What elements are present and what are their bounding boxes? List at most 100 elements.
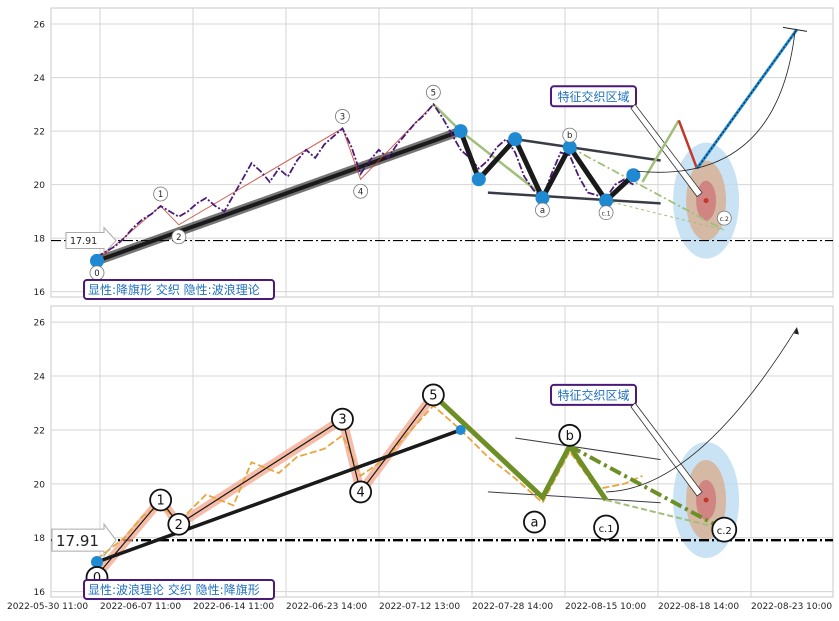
pennant-node — [599, 193, 614, 208]
pennant-node — [453, 124, 468, 139]
wave-label: a — [540, 206, 545, 216]
wave-label-circle — [425, 84, 441, 100]
wave-c-projection — [568, 444, 726, 532]
wave-label: 2 — [175, 518, 183, 533]
interweave-zone-core — [703, 198, 709, 204]
wave-label: 3 — [340, 112, 345, 122]
target-arrowhead — [794, 327, 799, 335]
zone-label: 特征交织区域 — [557, 89, 629, 104]
support-value-tag — [65, 226, 117, 255]
x-tick-label: 2022-06-23 14:00 — [286, 602, 367, 612]
wave-label: a — [530, 516, 538, 531]
support-value-label: 17.91 — [56, 532, 99, 550]
trend-line — [96, 129, 462, 263]
y-tick-label: 18 — [34, 235, 46, 245]
wave-label: c.1 — [599, 524, 614, 535]
support-value-label: 17.91 — [70, 236, 97, 247]
wave-correction-line — [431, 393, 609, 502]
pennant-node — [626, 168, 641, 183]
x-tick-label: 2022-07-12 13:00 — [379, 602, 460, 612]
pennant-node — [562, 140, 577, 155]
y-tick-label: 20 — [34, 480, 46, 490]
wave-label: 1 — [158, 190, 163, 200]
wave-label-circle — [598, 205, 614, 221]
x-tick-label: 2022-08-23 10:00 — [751, 602, 832, 612]
x-tick-label: 2022-06-07 11:00 — [100, 602, 181, 612]
wave-label: 4 — [358, 187, 363, 197]
pattern-caption: 显性:降旗形 交织 隐性:波浪理论 — [88, 282, 260, 297]
wave-label-circle — [171, 229, 187, 245]
x-tick-label: 2022-06-14 11:00 — [193, 602, 274, 612]
pattern-caption-box — [83, 279, 275, 300]
x-tick-label: 2022-07-28 14:00 — [472, 602, 553, 612]
trend-line — [96, 428, 462, 564]
wave-label: 1 — [156, 494, 164, 509]
wave-c1-projection — [605, 200, 725, 231]
pattern-caption: 显性:波浪理论 交织 隐性:降旗形 — [88, 582, 260, 597]
wave-label: 5 — [431, 88, 436, 98]
forecast-down-leg — [677, 119, 699, 169]
wave-label-circle — [562, 127, 578, 143]
wave-label: b — [566, 429, 574, 444]
pattern-caption-box — [83, 579, 275, 600]
wave-label-circle — [167, 512, 191, 536]
x-axis: 2022-05-30 11:00 2022-06-07 11:00 2022-06-… — [7, 602, 832, 612]
y-tick-label: 26 — [34, 21, 46, 31]
wave-label-circle — [335, 109, 350, 124]
peak-node — [455, 424, 466, 435]
top-panel: 16 18 20 22 24 26 特征交织区域 17.91 0 1 2 3 4 5 a b c.1 c.2 显性:… — [34, 7, 834, 300]
wave-c1-projection — [605, 499, 716, 528]
y-tick-label: 16 — [34, 588, 46, 598]
zone-label-box — [550, 85, 637, 108]
pennant-lower-boundary — [487, 491, 661, 504]
pennant-node — [508, 132, 523, 147]
wave-label-circle — [711, 516, 738, 543]
y-tick-label: 24 — [34, 74, 46, 84]
wave-label: c.2 — [717, 526, 732, 537]
wave-label: 4 — [356, 485, 364, 500]
pennant-upper-boundary — [515, 437, 661, 461]
zone-pointer-arrow — [630, 103, 703, 198]
x-tick-label: 2022-08-15 10:00 — [565, 602, 646, 612]
x-tick-label: 2022-05-30 11:00 — [7, 602, 88, 612]
forecast-breakout-dots — [696, 29, 798, 169]
wave-label: 2 — [176, 233, 181, 243]
wave-label-circle — [535, 202, 550, 218]
pennant-node — [471, 172, 486, 187]
pennant-lower-boundary — [487, 191, 661, 205]
y-tick-label: 26 — [34, 319, 46, 329]
origin-node — [91, 555, 103, 568]
support-value-tag — [51, 522, 117, 558]
wave-label: 3 — [338, 413, 346, 428]
y-tick-label: 24 — [34, 373, 46, 383]
wave-label-circle — [716, 210, 732, 226]
target-cap — [782, 26, 808, 32]
y-tick-label: 20 — [34, 181, 46, 191]
wave-label: b — [567, 131, 572, 141]
target-arc — [636, 31, 796, 173]
pennant-node — [535, 190, 550, 205]
wave-label-circle — [558, 423, 582, 447]
wave-label: 0 — [93, 571, 101, 586]
zone-label: 特征交织区域 — [557, 387, 629, 402]
bottom-panel: 16 18 20 22 24 26 特征交织区域 17.91 0 12 3 4 5 a b c.1 c.2 显性:… — [34, 305, 834, 600]
pennant-node — [90, 253, 104, 268]
wave-label-circle — [593, 514, 619, 541]
wave-label-circle — [331, 407, 354, 431]
wave-label-circle — [523, 510, 546, 534]
wave-label-circle — [353, 183, 369, 199]
y-tick-label: 18 — [34, 534, 46, 544]
y-tick-label: 16 — [34, 288, 46, 298]
zone-pointer-arrow — [630, 402, 703, 497]
x-tick-label: 2022-08-18 14:00 — [658, 602, 739, 612]
wave-impulse-line — [96, 394, 434, 576]
y-tick-label: 22 — [34, 426, 45, 436]
pennant-upper-boundary — [514, 137, 661, 162]
wave-label-circle — [349, 480, 373, 504]
wave-label-circle — [421, 383, 445, 407]
target-arc — [606, 327, 798, 493]
wave-label: c.1 — [602, 211, 611, 218]
wave-label: 0 — [94, 269, 99, 279]
